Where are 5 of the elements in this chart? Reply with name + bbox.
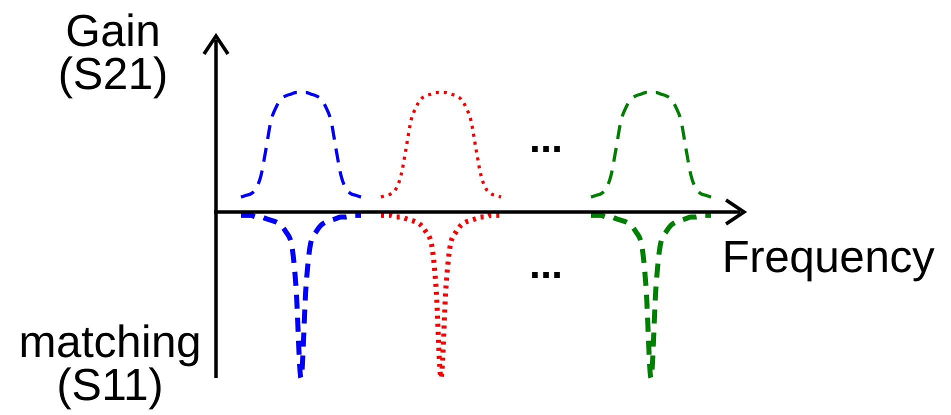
- x-axis-title: Frequency: [722, 231, 936, 282]
- annotation: ...: [529, 117, 563, 161]
- text: matching (S11): [18, 316, 202, 410]
- annotation: ...: [529, 243, 563, 287]
- y-axis-title: Gain (S21): [58, 5, 168, 99]
